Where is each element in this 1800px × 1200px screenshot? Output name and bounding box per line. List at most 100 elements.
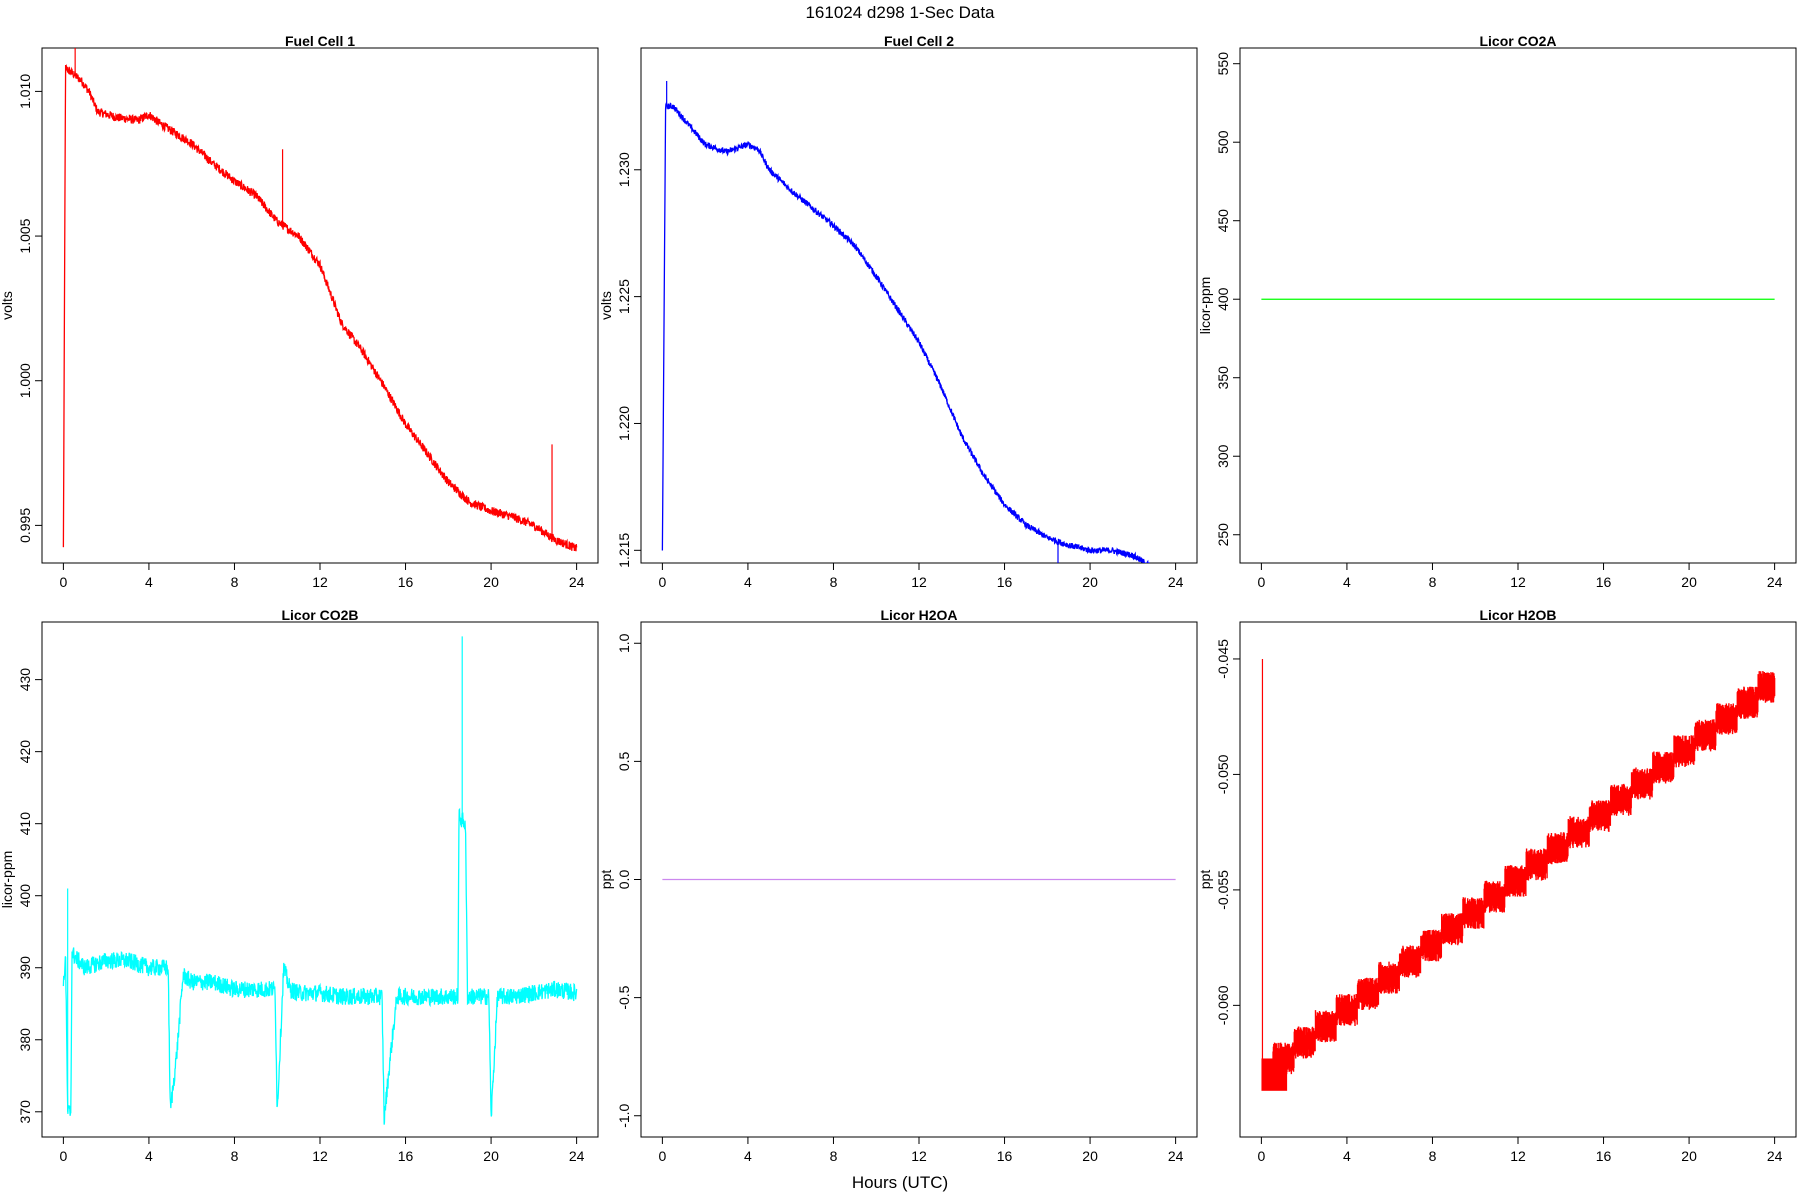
y-tick-label: 1.230 [616, 152, 632, 187]
plot-area [62, 48, 578, 552]
x-tick-label: 0 [59, 1148, 67, 1164]
x-tick-label: 12 [911, 574, 927, 590]
panel-title: Licor H2OA [880, 607, 957, 623]
y-axis-label: ppt [1197, 870, 1213, 890]
y-tick-label: 250 [1215, 523, 1231, 547]
x-tick-label: 8 [1429, 1148, 1437, 1164]
x-tick-label: 16 [1596, 574, 1612, 590]
y-tick-label: -0.5 [616, 985, 632, 1009]
x-tick-label: 4 [1343, 574, 1351, 590]
y-tick-label: 400 [17, 884, 33, 908]
y-axis-label: licor-ppm [0, 851, 15, 909]
y-tick-label: 1.220 [616, 406, 632, 441]
x-tick-label: 20 [1082, 1148, 1098, 1164]
x-tick-label: 0 [658, 574, 666, 590]
y-tick-label: 430 [17, 668, 33, 692]
x-tick-label: 20 [1681, 574, 1697, 590]
panel-title: Fuel Cell 1 [285, 33, 355, 49]
panel-title: Licor H2OB [1479, 607, 1556, 623]
plot-area [62, 636, 578, 1125]
y-tick-label: -0.055 [1215, 870, 1231, 910]
x-tick-label: 12 [1510, 574, 1526, 590]
x-tick-label: 4 [744, 574, 752, 590]
x-tick-label: 24 [569, 1148, 585, 1164]
x-tick-label: 0 [59, 574, 67, 590]
y-tick-label: 0.0 [616, 870, 632, 890]
x-tick-label: 0 [1257, 574, 1265, 590]
x-tick-label: 24 [1767, 1148, 1783, 1164]
y-tick-label: 0.5 [616, 751, 632, 771]
chart-panel: Fuel Cell 1 volts 0 4 8 12 16 20 24 0.995 1.000 1.0… [0, 33, 599, 590]
x-tick-label: 4 [1343, 1148, 1351, 1164]
panel-title: Licor CO2A [1479, 33, 1556, 49]
x-tick-label: 12 [312, 1148, 328, 1164]
y-tick-label: 420 [17, 740, 33, 764]
x-tick-label: 16 [398, 1148, 414, 1164]
x-tick-label: 16 [1596, 1148, 1612, 1164]
y-axis-label: ppt [598, 870, 614, 890]
y-tick-label: 550 [1215, 52, 1231, 76]
y-axis-label: volts [598, 291, 614, 320]
x-tick-label: 24 [1168, 1148, 1184, 1164]
y-tick-label: 1.000 [17, 363, 33, 398]
y-tick-label: 350 [1215, 366, 1231, 390]
y-tick-label: 410 [17, 812, 33, 836]
figure-xlabel: Hours (UTC) [852, 1173, 948, 1192]
figure-title: 161024 d298 1-Sec Data [805, 3, 995, 22]
chart-panel: Licor H2OA ppt 0 4 8 12 16 20 24 -1.0 -0.5 0.0 0.5 1.… [598, 607, 1198, 1164]
y-tick-label: 1.0 [616, 633, 632, 653]
x-tick-label: 8 [830, 1148, 838, 1164]
x-tick-label: 8 [231, 1148, 239, 1164]
x-tick-label: 12 [312, 574, 328, 590]
x-tick-label: 16 [997, 1148, 1013, 1164]
y-tick-label: 370 [17, 1100, 33, 1124]
x-tick-label: 4 [744, 1148, 752, 1164]
y-tick-label: 300 [1215, 444, 1231, 468]
x-tick-label: 8 [1429, 574, 1437, 590]
y-tick-label: -0.050 [1215, 754, 1231, 794]
x-tick-label: 16 [997, 574, 1013, 590]
panel-title: Licor CO2B [281, 607, 358, 623]
x-tick-label: 24 [1767, 574, 1783, 590]
x-tick-label: 8 [231, 574, 239, 590]
x-tick-label: 0 [1257, 1148, 1265, 1164]
y-tick-label: 450 [1215, 209, 1231, 233]
x-tick-label: 4 [145, 574, 153, 590]
y-tick-label: 1.215 [616, 533, 632, 568]
x-tick-label: 0 [658, 1148, 666, 1164]
y-tick-label: 400 [1215, 287, 1231, 311]
y-tick-label: 1.225 [616, 279, 632, 314]
series-line [62, 63, 578, 552]
panel-title: Fuel Cell 2 [884, 33, 954, 49]
x-tick-label: 4 [145, 1148, 153, 1164]
x-tick-label: 20 [1082, 574, 1098, 590]
x-tick-label: 8 [830, 574, 838, 590]
y-tick-label: 390 [17, 956, 33, 980]
y-tick-label: 380 [17, 1028, 33, 1052]
x-tick-label: 20 [483, 1148, 499, 1164]
plot-area [661, 80, 1150, 563]
x-tick-label: 20 [483, 574, 499, 590]
y-tick-label: 1.005 [17, 218, 33, 253]
series-line [661, 101, 1150, 563]
y-tick-label: -0.060 [1215, 985, 1231, 1025]
x-tick-label: 16 [398, 574, 414, 590]
y-tick-label: -0.045 [1215, 639, 1231, 679]
chart-panel: Fuel Cell 2 volts 0 4 8 12 16 20 24 1.215 1.220 1.2… [598, 33, 1198, 590]
x-tick-label: 20 [1681, 1148, 1697, 1164]
series-line [62, 807, 578, 1125]
y-tick-label: 1.010 [17, 74, 33, 109]
series-band-start [1261, 1058, 1288, 1091]
y-tick-label: 500 [1215, 130, 1231, 154]
y-tick-label: -1.0 [616, 1103, 632, 1127]
x-tick-label: 24 [569, 574, 585, 590]
plot-area [1261, 658, 1776, 1091]
chart-panel: Licor H2OB ppt 0 4 8 12 16 20 24 -0.060 -0.055 -0.0… [1197, 607, 1797, 1164]
y-axis-label: volts [0, 291, 15, 320]
x-tick-label: 24 [1168, 574, 1184, 590]
chart-panel: Licor CO2A licor-ppm 0 4 8 12 16 20 24 250 300 350 4… [1197, 33, 1797, 590]
y-axis-label: licor-ppm [1197, 277, 1213, 335]
y-tick-label: 0.995 [17, 508, 33, 543]
x-tick-label: 12 [911, 1148, 927, 1164]
